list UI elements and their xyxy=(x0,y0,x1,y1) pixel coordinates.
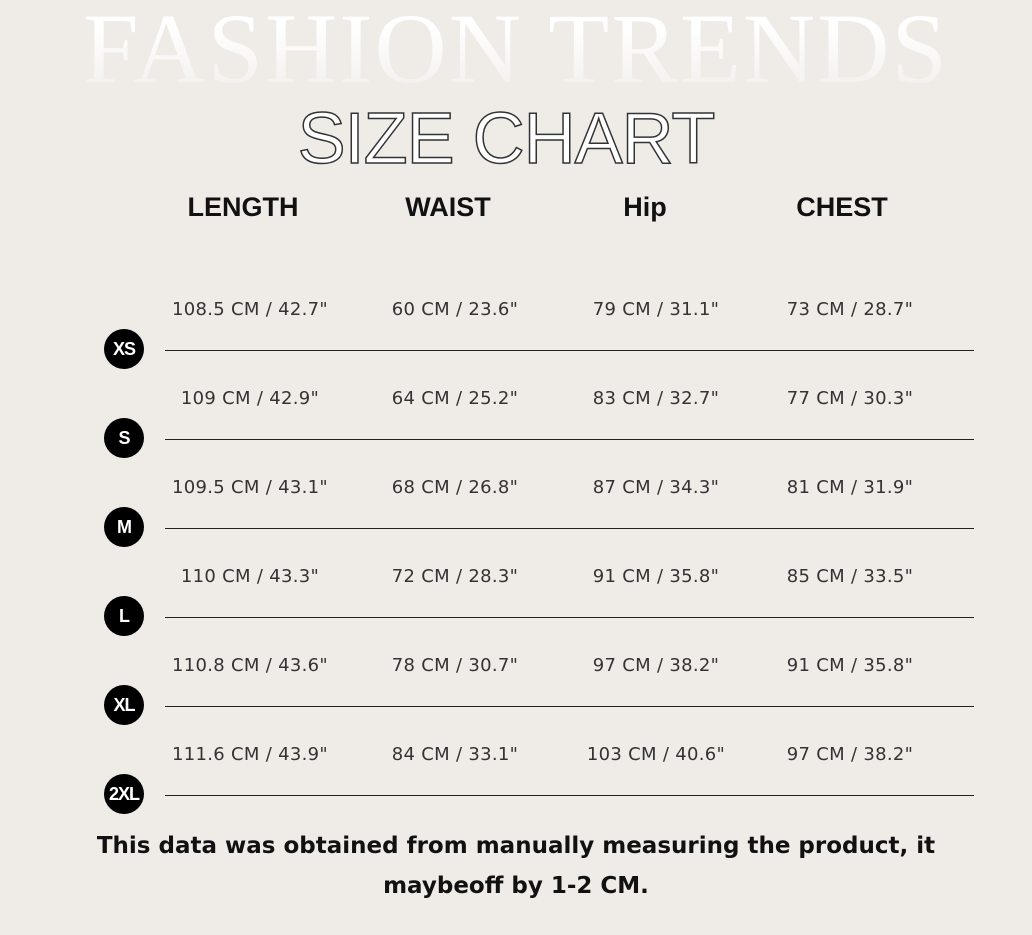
cell-length: 109.5 CM / 43.1" xyxy=(171,477,328,498)
background-title: FASHION TRENDS xyxy=(0,0,1032,99)
cell-waist: 72 CM / 28.3" xyxy=(391,566,519,587)
header-hip: Hip xyxy=(623,192,667,222)
row-divider xyxy=(165,795,974,796)
cell-hip: 87 CM / 34.3" xyxy=(592,477,720,498)
table-row: L 110 CM / 43.3" 72 CM / 28.3" 91 CM / 35.8… xyxy=(0,566,1032,662)
cell-waist: 60 CM / 23.6" xyxy=(391,299,519,320)
cell-chest: 91 CM / 35.8" xyxy=(786,655,914,676)
cell-hip: 103 CM / 40.6" xyxy=(586,744,726,765)
header-length: LENGTH xyxy=(187,192,299,222)
table-row: XL 110.8 CM / 43.6" 78 CM / 30.7" 97 CM / 3… xyxy=(0,655,1032,751)
table-row: M 109.5 CM / 43.1" 68 CM / 26.8" 87 CM / 34… xyxy=(0,477,1032,573)
cell-hip: 97 CM / 38.2" xyxy=(592,655,720,676)
measurement-note: This data was obtained from manually mea… xyxy=(96,833,936,899)
size-badge: M xyxy=(104,507,144,547)
cell-length: 109 CM / 42.9" xyxy=(180,388,320,409)
cell-length: 110 CM / 43.3" xyxy=(180,566,320,587)
cell-length: 111.6 CM / 43.9" xyxy=(171,744,328,765)
size-badge: 2XL xyxy=(104,774,144,814)
cell-chest: 73 CM / 28.7" xyxy=(786,299,914,320)
row-divider xyxy=(165,439,974,440)
cell-waist: 68 CM / 26.8" xyxy=(391,477,519,498)
row-divider xyxy=(165,617,974,618)
cell-waist: 78 CM / 30.7" xyxy=(391,655,519,676)
size-badge: L xyxy=(104,596,144,636)
cell-chest: 77 CM / 30.3" xyxy=(786,388,914,409)
table-row: 2XL 111.6 CM / 43.9" 84 CM / 33.1" 103 CM /… xyxy=(0,744,1032,840)
cell-chest: 81 CM / 31.9" xyxy=(786,477,914,498)
size-badge: XL xyxy=(104,685,144,725)
cell-length: 108.5 CM / 42.7" xyxy=(171,299,328,320)
header-waist: WAIST xyxy=(405,192,491,222)
table-row: S 109 CM / 42.9" 64 CM / 25.2" 83 CM / 32.7… xyxy=(0,388,1032,484)
header-chest: CHEST xyxy=(796,192,888,222)
row-divider xyxy=(165,706,974,707)
cell-hip: 79 CM / 31.1" xyxy=(592,299,720,320)
size-badge: XS xyxy=(104,329,144,369)
page-title: SIZE CHART xyxy=(297,99,716,179)
cell-chest: 97 CM / 38.2" xyxy=(786,744,914,765)
size-badge: S xyxy=(104,418,144,458)
cell-length: 110.8 CM / 43.6" xyxy=(171,655,328,676)
cell-chest: 85 CM / 33.5" xyxy=(786,566,914,587)
cell-waist: 84 CM / 33.1" xyxy=(391,744,519,765)
row-divider xyxy=(165,350,974,351)
cell-waist: 64 CM / 25.2" xyxy=(391,388,519,409)
cell-hip: 83 CM / 32.7" xyxy=(592,388,720,409)
row-divider xyxy=(165,528,974,529)
table-row: XS 108.5 CM / 42.7" 60 CM / 23.6" 79 CM / 3… xyxy=(0,299,1032,395)
cell-hip: 91 CM / 35.8" xyxy=(592,566,720,587)
